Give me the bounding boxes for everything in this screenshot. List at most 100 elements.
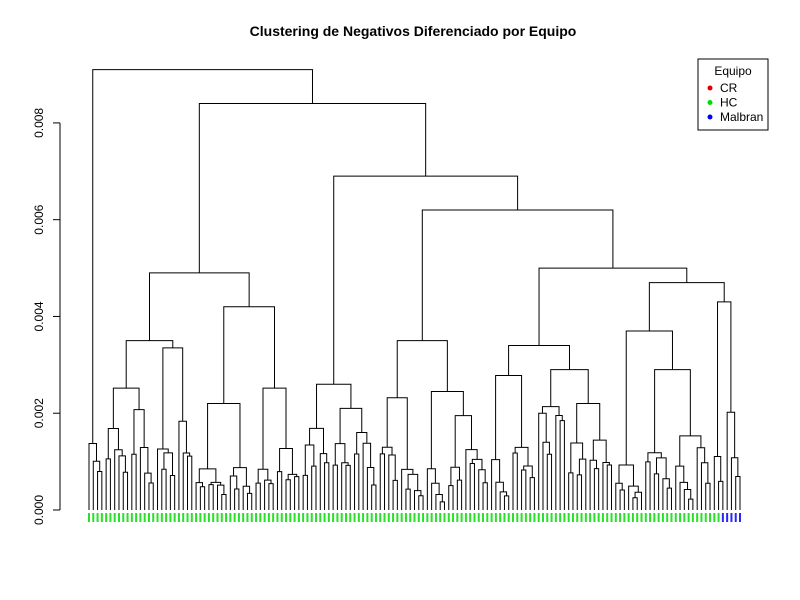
merge-54	[332, 464, 338, 510]
merge-95	[521, 469, 527, 510]
merge-65	[379, 453, 386, 510]
leaf-label-110	[559, 513, 562, 522]
merge-84	[478, 469, 486, 510]
merge-131	[683, 489, 692, 510]
merge-8	[131, 453, 137, 510]
leaf-label-29	[212, 513, 215, 522]
leaf-label-76	[413, 513, 416, 522]
merge-141	[713, 455, 722, 510]
merge-51	[324, 462, 330, 510]
leaf-label-0	[88, 513, 90, 522]
leaf-label-21	[177, 513, 180, 522]
merge-79	[448, 485, 454, 510]
merge-23	[199, 486, 206, 510]
leaf-label-31	[220, 513, 223, 522]
leaf-label-133	[657, 513, 660, 522]
leaf-label-22	[182, 513, 185, 522]
leaf-label-80	[430, 513, 433, 522]
leaf-label-143	[700, 513, 703, 522]
leaf-label-63	[357, 513, 360, 522]
leaf-label-24	[190, 513, 193, 522]
merge-102	[538, 412, 547, 510]
leaf-label-52	[310, 513, 313, 522]
leaf-label-23	[186, 513, 189, 522]
merge-108	[578, 458, 587, 510]
merge-21	[162, 347, 184, 450]
leaf-label-13	[143, 513, 146, 522]
leaf-label-105	[537, 513, 540, 522]
merge-147	[538, 267, 688, 346]
leaf-label-60	[344, 513, 347, 522]
leaf-label-38	[250, 513, 253, 522]
leaf-label-55	[323, 513, 326, 522]
merge-94	[512, 452, 518, 510]
merge-97	[523, 465, 533, 478]
merge-48	[302, 474, 308, 510]
merge-115	[576, 403, 601, 443]
merge-85	[471, 458, 483, 470]
merge-69	[405, 488, 411, 510]
merge-107	[576, 474, 583, 510]
legend-marker-cr	[707, 85, 713, 91]
leaf-label-104	[533, 513, 536, 522]
merge-55	[345, 464, 351, 510]
merge-15	[169, 475, 176, 510]
merge-130	[688, 498, 694, 510]
leaf-label-86	[456, 513, 459, 522]
leaf-label-50	[302, 513, 305, 522]
leaf-label-69	[383, 513, 386, 522]
leaf-label-120	[601, 513, 604, 522]
leaf-label-9	[126, 513, 129, 522]
leaf-label-32	[225, 513, 228, 522]
leaf-label-93	[486, 513, 489, 522]
merge-88	[430, 390, 464, 469]
merge-132	[679, 481, 689, 510]
leaf-label-115	[580, 513, 583, 522]
merge-72	[407, 473, 419, 491]
merge-93	[491, 459, 501, 510]
leaf-label-100	[516, 513, 519, 522]
leaf-label-25	[195, 513, 198, 522]
leaf-label-118	[593, 513, 596, 522]
merge-151	[92, 69, 313, 444]
leaf-label-64	[362, 513, 365, 522]
leaf-label-151	[734, 513, 737, 522]
merge-103	[559, 420, 565, 510]
merge-77	[431, 482, 440, 510]
leaf-label-148	[721, 513, 724, 522]
leaf-label-108	[550, 513, 553, 522]
leaf-label-28	[207, 513, 210, 522]
merge-17	[157, 448, 169, 510]
leaf-label-94	[490, 513, 493, 522]
leaf-label-26	[199, 513, 202, 522]
leaf-label-74	[404, 513, 407, 522]
leaf-label-34	[233, 513, 236, 522]
merge-0	[97, 470, 103, 510]
merge-27	[216, 484, 225, 510]
leaf-label-66	[370, 513, 373, 522]
leaf-label-88	[464, 513, 467, 522]
merge-1	[92, 460, 101, 510]
leaf-label-44	[276, 513, 279, 522]
leaf-label-54	[319, 513, 322, 522]
leaf-label-122	[610, 513, 613, 522]
leaf-label-130	[644, 513, 647, 522]
leaf-label-1	[92, 513, 95, 522]
merge-150	[198, 103, 427, 273]
leaf-label-10	[130, 513, 133, 522]
merge-59	[371, 484, 377, 510]
merge-14	[161, 468, 167, 510]
chart-title: Clustering de Negativos Diferenciado por…	[250, 23, 577, 39]
leaf-label-121	[606, 513, 609, 522]
leaf-label-136	[670, 513, 673, 522]
leaf-label-84	[447, 513, 450, 522]
merge-90	[503, 495, 510, 510]
leaf-label-11	[135, 513, 138, 522]
leaf-label-119	[597, 513, 600, 522]
merge-74	[386, 397, 408, 470]
merge-111	[589, 459, 598, 510]
leaf-label-107	[546, 513, 549, 522]
leaf-label-58	[336, 513, 339, 522]
merge-101	[542, 441, 550, 510]
